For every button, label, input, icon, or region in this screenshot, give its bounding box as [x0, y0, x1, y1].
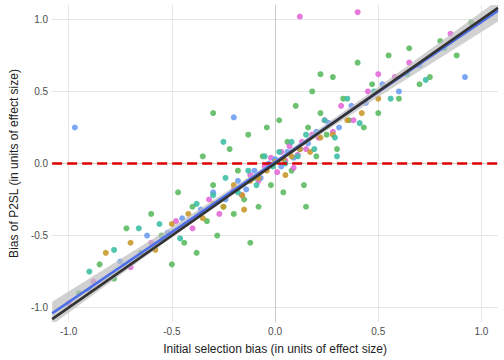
- svg-text:Initial selection bias (in uni: Initial selection bias (in units of effe…: [163, 342, 387, 356]
- svg-text:0.5: 0.5: [371, 326, 385, 337]
- svg-text:-0.5: -0.5: [163, 326, 181, 337]
- svg-text:1.0: 1.0: [475, 326, 489, 337]
- svg-text:0.5: 0.5: [34, 86, 48, 97]
- svg-text:-0.5: -0.5: [31, 230, 49, 241]
- svg-text:-1.0: -1.0: [60, 326, 78, 337]
- svg-text:Bias of P2SL (in units of effe: Bias of P2SL (in units of effect size): [7, 69, 21, 258]
- svg-text:0.0: 0.0: [34, 158, 48, 169]
- svg-text:-1.0: -1.0: [31, 302, 49, 313]
- svg-text:0.0: 0.0: [268, 326, 282, 337]
- svg-text:1.0: 1.0: [34, 14, 48, 25]
